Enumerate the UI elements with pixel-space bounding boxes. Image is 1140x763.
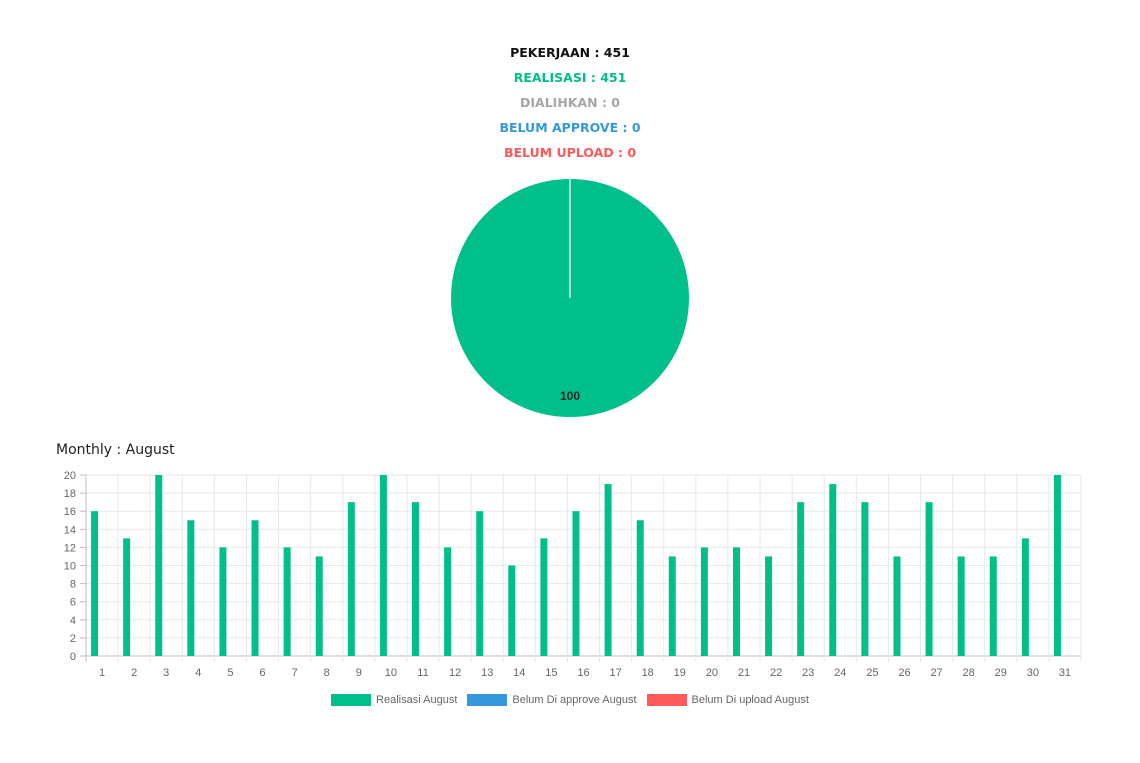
bar-realisasi-august-5 [219, 547, 227, 656]
summary-block: PEKERJAAN : 451 REALISASI : 451 DIALIHKA… [0, 40, 1140, 165]
bar-realisasi-august-18 [636, 520, 644, 656]
monthly-chart-title: Monthly : August [56, 442, 175, 458]
legend-swatch [331, 694, 372, 706]
x-tick-label: 10 [385, 667, 397, 679]
x-tick-label: 31 [1059, 667, 1071, 679]
x-tick-label: 17 [609, 667, 621, 679]
x-tick-label: 22 [770, 667, 782, 679]
x-tick-label: 28 [963, 667, 975, 679]
x-tick-label: 25 [866, 667, 878, 679]
x-tick-label: 8 [324, 667, 330, 679]
x-tick-label: 11 [417, 667, 428, 679]
y-tick-label: 12 [64, 542, 76, 554]
bar-realisasi-august-29 [989, 556, 997, 656]
y-tick-label: 6 [70, 597, 76, 609]
bar-realisasi-august-3 [155, 475, 163, 656]
x-tick-label: 1 [99, 667, 105, 679]
pie-chart: 100 [451, 179, 689, 417]
x-tick-label: 16 [577, 667, 589, 679]
realisasi-total: REALISASI : 451 [513, 70, 627, 85]
legend-label: Realisasi August [376, 694, 458, 706]
x-tick-label: 6 [259, 667, 265, 679]
bar-realisasi-august-12 [444, 547, 452, 656]
legend-item[interactable]: Belum Di upload August [646, 694, 809, 706]
y-tick-label: 10 [64, 561, 76, 573]
bar-realisasi-august-7 [283, 547, 291, 656]
bar-realisasi-august-19 [668, 556, 676, 656]
bar-realisasi-august-27 [925, 502, 933, 656]
bar-realisasi-august-17 [604, 484, 612, 656]
bar-realisasi-august-30 [1021, 538, 1029, 656]
dialihkan-total: DIALIHKAN : 0 [520, 95, 620, 110]
x-tick-label: 5 [227, 667, 233, 679]
bar-realisasi-august-28 [957, 556, 965, 656]
pie-slice-label: 100 [560, 389, 580, 403]
x-tick-label: 27 [930, 667, 942, 679]
legend-item[interactable]: Realisasi August [331, 694, 457, 706]
bar-realisasi-august-2 [123, 538, 131, 656]
y-tick-label: 0 [70, 651, 76, 663]
pekerjaan-total: PEKERJAAN : 451 [510, 45, 630, 60]
legend-label: Belum Di upload August [691, 694, 809, 706]
x-tick-label: 26 [898, 667, 910, 679]
x-tick-label: 21 [738, 667, 750, 679]
bar-realisasi-august-31 [1053, 475, 1061, 656]
x-tick-label: 4 [195, 667, 201, 679]
y-tick-label: 18 [64, 488, 76, 500]
x-tick-label: 9 [356, 667, 362, 679]
bar-realisasi-august-16 [572, 511, 580, 656]
x-tick-label: 13 [481, 667, 493, 679]
bar-realisasi-august-14 [508, 565, 516, 656]
bar-realisasi-august-8 [315, 556, 323, 656]
x-tick-label: 19 [674, 667, 686, 679]
x-tick-label: 23 [802, 667, 814, 679]
bar-realisasi-august-1 [91, 511, 99, 656]
bar-realisasi-august-22 [765, 556, 773, 656]
x-tick-label: 18 [642, 667, 654, 679]
bar-realisasi-august-13 [476, 511, 484, 656]
belum-approve-total: BELUM APPROVE : 0 [499, 120, 641, 135]
bar-realisasi-august-11 [412, 502, 420, 656]
y-tick-label: 2 [70, 633, 76, 645]
bar-realisasi-august-25 [861, 502, 869, 656]
x-tick-label: 20 [706, 667, 718, 679]
x-tick-label: 12 [449, 667, 461, 679]
x-tick-label: 14 [513, 667, 525, 679]
y-tick-label: 14 [64, 524, 76, 536]
x-tick-label: 7 [292, 667, 298, 679]
bar-realisasi-august-6 [251, 520, 259, 656]
legend-swatch [646, 694, 687, 706]
bar-realisasi-august-21 [732, 547, 740, 656]
x-tick-label: 2 [131, 667, 137, 679]
legend-item[interactable]: Belum Di approve August [467, 694, 637, 706]
y-tick-label: 20 [64, 470, 76, 482]
y-tick-label: 4 [70, 615, 76, 627]
y-tick-label: 8 [70, 579, 76, 591]
bar-realisasi-august-20 [700, 547, 708, 656]
bar-realisasi-august-10 [379, 475, 387, 656]
chart-legend: Realisasi August Belum Di approve August B… [0, 694, 1140, 706]
legend-swatch [467, 694, 508, 706]
bar-realisasi-august-26 [893, 556, 901, 656]
x-tick-label: 3 [163, 667, 169, 679]
x-tick-label: 24 [834, 667, 846, 679]
bar-realisasi-august-9 [347, 502, 355, 656]
y-tick-label: 16 [64, 506, 76, 518]
x-tick-label: 15 [545, 667, 557, 679]
belum-upload-total: BELUM UPLOAD : 0 [503, 145, 637, 160]
legend-label: Belum Di approve August [512, 694, 637, 706]
x-tick-label: 29 [995, 667, 1007, 679]
bar-realisasi-august-15 [540, 538, 548, 656]
x-tick-label: 30 [1027, 667, 1039, 679]
bar-realisasi-august-24 [829, 484, 837, 656]
bar-realisasi-august-23 [797, 502, 805, 656]
bar-realisasi-august-4 [187, 520, 195, 656]
